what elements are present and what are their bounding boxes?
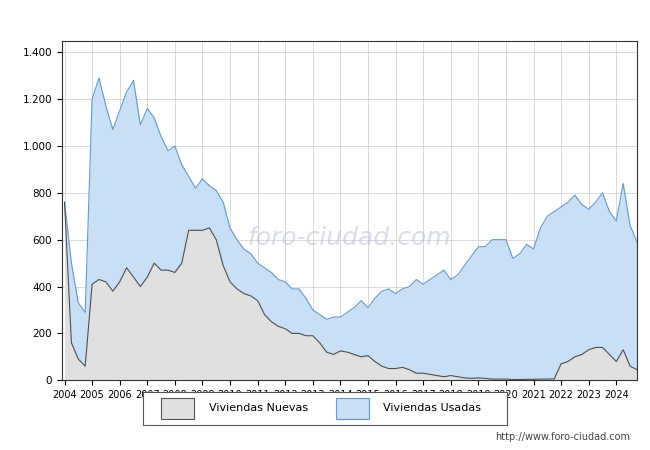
Text: foro-ciudad.com: foro-ciudad.com xyxy=(248,225,451,250)
Bar xyxy=(161,398,194,418)
Text: Jerez de la Frontera - Evolucion del Nº de Transacciones Inmobiliarias: Jerez de la Frontera - Evolucion del Nº … xyxy=(95,10,555,23)
Text: Viviendas Nuevas: Viviendas Nuevas xyxy=(209,403,307,414)
Text: Viviendas Usadas: Viviendas Usadas xyxy=(384,403,481,414)
Bar xyxy=(336,398,369,418)
Text: http://www.foro-ciudad.com: http://www.foro-ciudad.com xyxy=(495,432,630,442)
